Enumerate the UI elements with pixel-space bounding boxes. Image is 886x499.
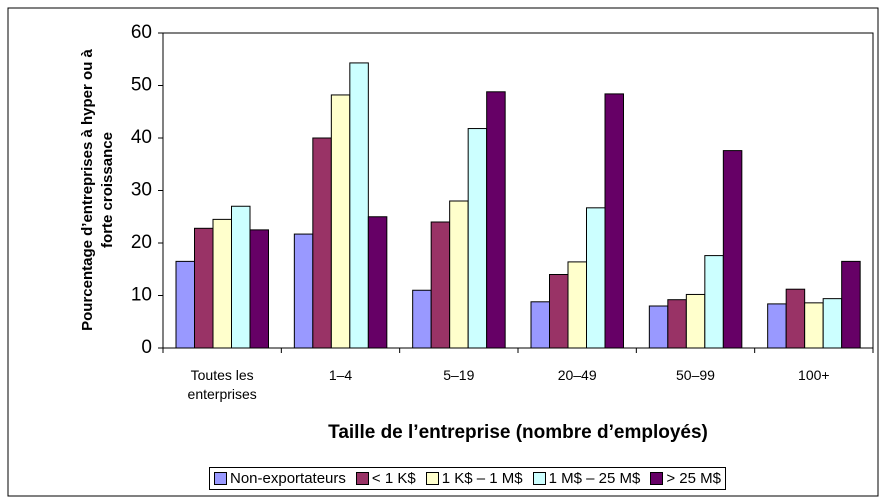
bar [367, 216, 388, 349]
bar [486, 91, 506, 349]
bar [667, 299, 687, 349]
legend-label: < 1 K$ [371, 470, 416, 487]
bar [785, 288, 806, 349]
bar [822, 298, 843, 349]
legend-label: 1 M$ – 25 M$ [548, 470, 641, 487]
y-tick-label: 30 [131, 180, 152, 201]
bar [231, 205, 251, 349]
x-tick-label: 20–49 [557, 367, 597, 383]
y-tick-label: 10 [131, 285, 152, 306]
bar [412, 289, 432, 349]
x-axis-label: Taille de l’entreprise (nombre d’employé… [328, 422, 708, 443]
chart-border [7, 7, 879, 497]
bar [467, 128, 488, 349]
legend-swatch [650, 472, 664, 485]
x-tick-label: 5–19 [443, 367, 475, 383]
bar [767, 303, 787, 349]
bar [430, 221, 451, 349]
bar [567, 261, 587, 349]
x-tick-label: 1–4 [328, 367, 353, 383]
legend-swatch [355, 472, 369, 485]
bar [604, 93, 624, 349]
legend-label: Non-exportateurs [230, 470, 346, 487]
bar [722, 150, 743, 349]
y-axis-label: Pourcentage d’entreprises à hyper ou à f… [79, 49, 116, 331]
y-tick-label: 0 [141, 337, 152, 358]
bar [349, 62, 369, 349]
bar [530, 301, 550, 349]
legend-item: < 1 K$ [355, 470, 416, 487]
plot-border [162, 32, 874, 349]
legend-swatch [214, 472, 227, 485]
y-tick-label: 20 [131, 232, 152, 253]
bar [685, 293, 706, 349]
legend-label: > 25 M$ [666, 470, 721, 487]
bar [175, 260, 195, 349]
bar [194, 227, 214, 349]
legend-item: 1 K$ – 1 M$ [425, 470, 523, 487]
legend-item: > 25 M$ [650, 470, 721, 487]
x-tick-label: Toutes les enterprises [187, 367, 257, 402]
bar [704, 255, 724, 349]
bar [449, 200, 469, 349]
y-tick-label: 50 [131, 75, 152, 96]
legend-item: Non-exportateurs [214, 470, 346, 487]
bar [586, 207, 606, 349]
legend-label: 1 K$ – 1 M$ [441, 470, 523, 487]
bar [249, 229, 269, 349]
bar [804, 302, 824, 349]
x-tick-label: 100+ [798, 367, 830, 383]
x-tick-label: 50–99 [676, 367, 715, 383]
y-tick-label: 60 [131, 22, 152, 43]
y-tick-label: 40 [131, 127, 152, 148]
bar [212, 218, 232, 349]
bar [841, 260, 861, 349]
bar [549, 274, 569, 349]
bar [312, 137, 332, 349]
legend-swatch [532, 472, 546, 485]
bar [330, 94, 351, 349]
bar [293, 233, 314, 349]
bar [648, 305, 669, 349]
legend: Non-exportateurs < 1 K$ 1 K$ – 1 M$ 1 M$ – … [209, 467, 726, 490]
legend-item: 1 M$ – 25 M$ [532, 470, 641, 487]
legend-swatch [425, 472, 439, 485]
